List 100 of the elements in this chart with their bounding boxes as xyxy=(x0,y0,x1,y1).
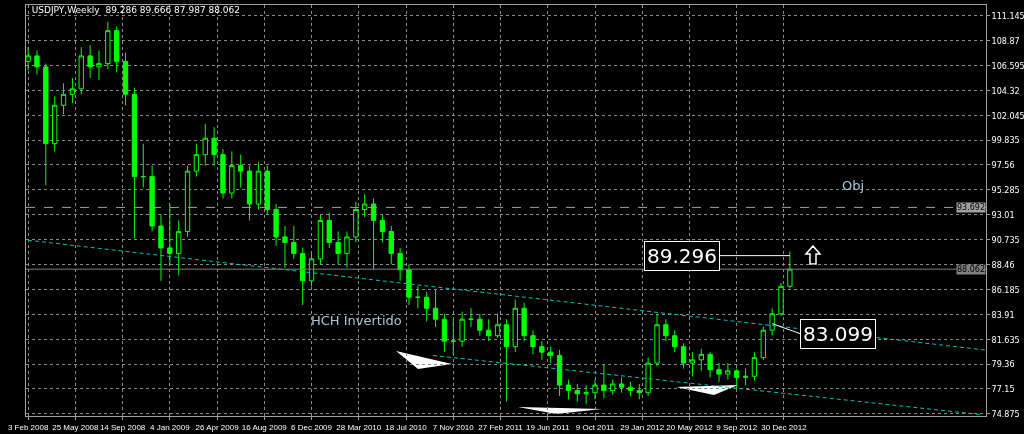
x-tick-label: 6 Dec 2009 xyxy=(291,422,333,432)
candlestick xyxy=(672,329,678,353)
candlestick xyxy=(96,49,102,81)
candlestick xyxy=(291,225,297,260)
candlestick xyxy=(184,165,191,238)
candlestick xyxy=(556,349,563,397)
candlestick xyxy=(406,263,412,306)
annotation: HCH Invertido xyxy=(311,313,402,328)
candlestick xyxy=(778,282,784,317)
chart-title: USDJPY,Weekly 89.286 89.666 87.987 88.062 xyxy=(31,4,240,15)
candlestick xyxy=(645,357,651,397)
candlestick xyxy=(264,165,270,216)
candlestick xyxy=(716,362,722,383)
candlestick xyxy=(140,143,146,189)
candlestick xyxy=(459,311,465,348)
y-tick-label: 111.145 xyxy=(991,11,1024,21)
candlestick xyxy=(379,214,386,243)
candlestick xyxy=(131,87,138,239)
candlestick xyxy=(193,143,200,178)
candlestick xyxy=(353,201,359,243)
candlestick xyxy=(636,383,642,400)
candlestick xyxy=(78,46,84,95)
y-tick-label: 99.835 xyxy=(991,135,1020,145)
candlestick xyxy=(335,230,341,265)
x-tick-label: 20 May 2012 xyxy=(666,422,714,432)
y-tick-label: 106.595 xyxy=(991,61,1024,71)
x-tick-label: 25 May 2008 xyxy=(52,422,100,432)
candlestick xyxy=(114,25,120,73)
annotation: 89.296 xyxy=(647,244,717,268)
candlestick xyxy=(610,379,616,396)
candlestick xyxy=(176,219,182,276)
candlestick xyxy=(486,318,492,342)
candlestick xyxy=(69,77,76,104)
candlestick xyxy=(415,285,421,309)
candlestick xyxy=(592,379,598,400)
candlestick xyxy=(229,150,235,200)
candlestick xyxy=(238,154,244,189)
candlestick xyxy=(60,82,67,115)
candlestick xyxy=(105,21,111,70)
y-tick-label: 77.15 xyxy=(991,384,1015,394)
candlestick xyxy=(680,342,687,370)
candlestick xyxy=(255,161,262,211)
x-tick-label: 4 Jan 2009 xyxy=(150,422,191,432)
annotation: Obj xyxy=(842,178,865,193)
candlestick xyxy=(87,44,93,79)
y-tick-label: 81.635 xyxy=(991,335,1020,345)
candlestick xyxy=(344,230,350,269)
candlestick xyxy=(441,313,448,353)
candlestick xyxy=(43,63,49,186)
candlestick xyxy=(787,251,793,290)
candlestick xyxy=(282,225,288,269)
x-tick-label: 18 Jul 2010 xyxy=(385,422,428,432)
candlestick xyxy=(26,46,31,71)
candlestick xyxy=(689,351,696,377)
y-tick-label: 86.185 xyxy=(991,285,1020,295)
candlestick xyxy=(308,252,315,287)
candlestick xyxy=(583,384,589,405)
ref-line-label: 88.062 xyxy=(957,265,985,274)
candlestick xyxy=(432,289,439,328)
y-tick-label: 93.01 xyxy=(991,210,1015,220)
candlestick xyxy=(397,247,403,282)
candlestick xyxy=(34,49,40,76)
candlestick xyxy=(477,313,483,337)
candlestick xyxy=(273,203,279,247)
candlestick xyxy=(220,148,226,200)
x-tick-label: 3 Feb 2008 xyxy=(7,422,49,432)
y-tick-label: 79.36 xyxy=(991,360,1015,370)
candlestick xyxy=(698,348,704,372)
x-tick-label: 16 Aug 2009 xyxy=(241,422,288,432)
candlestick xyxy=(521,302,527,342)
candlestick xyxy=(663,318,669,342)
candlestick xyxy=(211,126,217,167)
y-tick-label: 102.045 xyxy=(991,111,1024,121)
candlestick xyxy=(769,307,775,337)
candlestick xyxy=(512,298,518,353)
candlestick xyxy=(450,318,456,355)
x-tick-label: 27 Feb 2011 xyxy=(478,422,524,432)
x-tick-label: 19 Jun 2011 xyxy=(526,422,571,432)
ref-line-label: 93.692 xyxy=(957,203,985,212)
x-tick-label: 7 Nov 2010 xyxy=(432,422,475,432)
candlestick xyxy=(362,193,368,218)
y-tick-label: 90.735 xyxy=(991,235,1020,245)
candlestick xyxy=(565,379,572,400)
candlestick xyxy=(654,314,660,367)
candlestick xyxy=(601,363,607,399)
x-tick-label: 30 Dec 2012 xyxy=(761,422,808,432)
candlestick xyxy=(539,340,545,361)
y-tick-label: 74.875 xyxy=(991,409,1020,419)
candlestick xyxy=(300,247,306,306)
candlestick xyxy=(494,313,501,339)
candlestick xyxy=(530,329,536,355)
candlestick xyxy=(424,291,430,322)
y-tick-label: 108.87 xyxy=(991,36,1020,46)
candlestick xyxy=(202,123,208,167)
candlestick xyxy=(725,362,731,381)
y-tick-label: 95.285 xyxy=(991,185,1020,195)
y-tick-label: 97.56 xyxy=(991,160,1015,170)
y-tick-label: 88.46 xyxy=(991,260,1015,270)
x-tick-label: 9 Sep 2012 xyxy=(716,422,758,432)
x-tick-label: 29 Jan 2012 xyxy=(620,422,665,432)
